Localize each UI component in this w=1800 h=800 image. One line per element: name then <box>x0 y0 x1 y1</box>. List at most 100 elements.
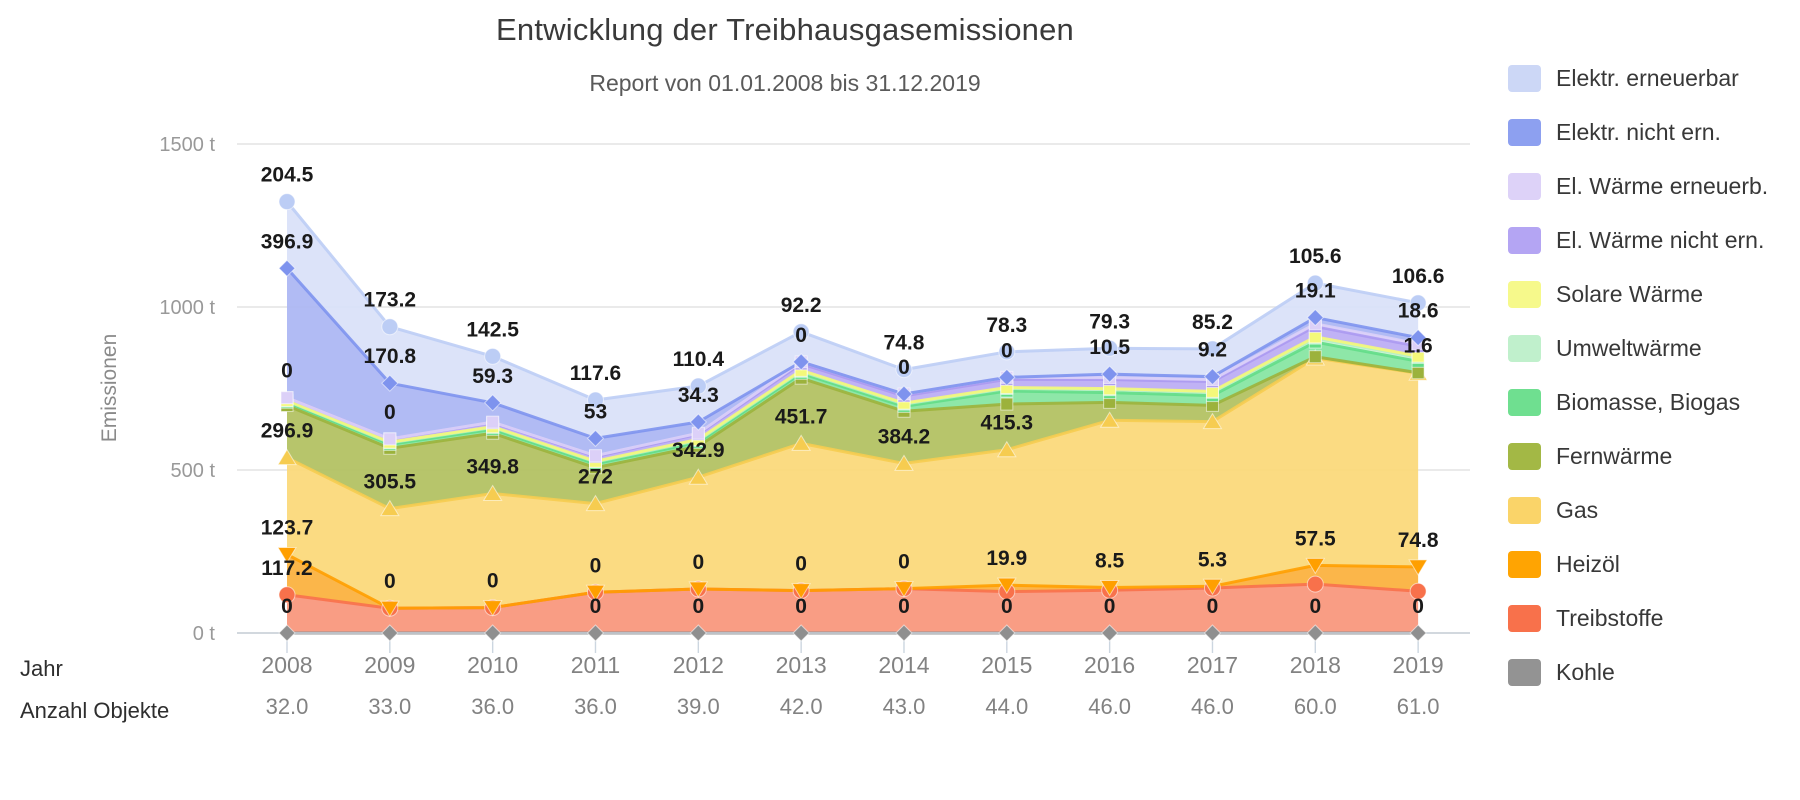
point-label-treibstoffe-2008: 117.2 <box>261 557 312 580</box>
chart-title: Entwicklung der Treibhausgasemissionen <box>496 12 1074 47</box>
marker-heizoel <box>996 577 1017 595</box>
legend-item-biomasse[interactable]: Biomasse, Biogas <box>1508 388 1768 416</box>
anzahl-objekte-value: 60.0 <box>1294 694 1337 719</box>
point-label-gas-2011: 272 <box>578 466 613 489</box>
point-label-elektr_e-2008: 204.5 <box>261 164 314 187</box>
anzahl-objekte-value: 46.0 <box>1191 694 1234 719</box>
x-tick-label-year: 2017 <box>1187 652 1238 678</box>
point-label-heizoel-2012: 0 <box>692 551 704 574</box>
x-tick-label-year: 2014 <box>878 652 929 678</box>
point-label-elektr_e-2017: 85.2 <box>1192 311 1233 334</box>
marker-heizoel <box>1305 557 1326 575</box>
point-label-kohle-2011: 0 <box>590 595 602 618</box>
point-label-heizoel-2010: 0 <box>487 570 499 593</box>
point-label-elektr_ne-2008: 396.9 <box>261 230 314 253</box>
anzahl-objekte-value: 44.0 <box>985 694 1028 719</box>
legend-item-solare[interactable]: Solare Wärme <box>1508 280 1768 308</box>
legend-item-kohle[interactable]: Kohle <box>1508 658 1768 686</box>
line-biomasse <box>286 340 1419 466</box>
marker-heizoel <box>688 581 709 598</box>
point-label-elektr_ne-2018: 19.1 <box>1295 280 1336 303</box>
point-label-heizoel-2017: 5.3 <box>1198 548 1227 571</box>
legend-item-elw_ne[interactable]: El. Wärme nicht ern. <box>1508 226 1768 254</box>
line-fernwaerme <box>286 355 1419 470</box>
x-tick-label-year: 2015 <box>981 652 1032 678</box>
marker-elw_e <box>588 449 602 463</box>
point-label-elektr_e-2018: 105.6 <box>1289 245 1342 268</box>
marker-kohle <box>381 624 399 642</box>
anzahl-objekte-value: 36.0 <box>471 694 514 719</box>
marker-elektr_ne <box>381 374 399 392</box>
anzahl-objekte-value: 42.0 <box>780 694 823 719</box>
legend-swatch-elektr_ne <box>1508 118 1541 146</box>
marker-elektr_e <box>998 343 1016 361</box>
point-label-gas-2012: 342.9 <box>672 439 725 462</box>
marker-kohle <box>792 624 810 642</box>
marker-elektr_e <box>689 377 707 395</box>
marker-gas <box>894 454 914 471</box>
legend-item-elektr_e[interactable]: Elektr. erneuerbar <box>1508 64 1768 92</box>
point-label-heizoel-2019: 74.8 <box>1398 529 1439 552</box>
marker-gas <box>1202 412 1223 430</box>
marker-gas <box>482 484 503 502</box>
y-axis-title: Emissionen <box>98 333 121 443</box>
marker-fernwaerme <box>1411 366 1425 380</box>
point-label-heizoel-2016: 8.5 <box>1095 550 1125 573</box>
marker-heizoel <box>379 600 400 618</box>
marker-elektr_ne <box>1203 367 1222 386</box>
point-label-kohle-2012: 0 <box>692 595 704 618</box>
marker-elw_e <box>383 432 397 446</box>
legend-label: El. Wärme erneuerb. <box>1556 172 1769 199</box>
area-biomasse <box>287 342 1419 468</box>
legend-item-umweltwaerme[interactable]: Umweltwärme <box>1508 334 1768 362</box>
legend-item-fernwaerme[interactable]: Fernwärme <box>1508 442 1768 470</box>
point-label-elektr_e-2009: 173.2 <box>364 289 417 312</box>
legend-item-elektr_ne[interactable]: Elektr. nicht ern. <box>1508 118 1768 146</box>
legend-item-treibstoffe[interactable]: Treibstoffe <box>1508 604 1768 632</box>
legend-swatch-elektr_e <box>1508 64 1541 92</box>
marker-elw_e <box>280 391 294 405</box>
point-label-heizoel-2015: 19.9 <box>986 547 1027 570</box>
marker-gas <box>1099 411 1120 428</box>
marker-heizoel <box>585 584 606 602</box>
legend-item-elw_e[interactable]: El. Wärme erneuerb. <box>1508 172 1768 200</box>
point-label-heizoel-2014: 0 <box>898 551 910 574</box>
marker-kohle <box>1203 624 1222 642</box>
legend-swatch-biomasse <box>1508 388 1541 416</box>
legend-label: Umweltwärme <box>1556 334 1702 361</box>
point-label-elektr_e-2016: 79.3 <box>1089 310 1130 333</box>
marker-elektr_ne <box>689 413 708 431</box>
marker-elektr_e <box>895 361 913 379</box>
point-label-gas-2014: 384.2 <box>878 425 931 448</box>
line-gas <box>286 356 1419 511</box>
point-label-kohle-2014: 0 <box>898 595 910 618</box>
marker-elektr_ne <box>792 353 810 371</box>
legend-label: Biomasse, Biogas <box>1556 388 1741 415</box>
x-tick-label-year: 2019 <box>1393 652 1444 678</box>
marker-fernwaerme <box>1308 350 1322 364</box>
anzahl-objekte-value: 46.0 <box>1088 694 1131 719</box>
legend-label: Elektr. erneuerbar <box>1556 64 1739 91</box>
point-label-kohle-2017: 0 <box>1207 595 1219 618</box>
marker-heizoel <box>1408 559 1429 576</box>
marker-elektr_ne <box>1306 308 1325 327</box>
x-tick-label-year: 2008 <box>261 652 312 678</box>
legend-swatch-kohle <box>1508 658 1541 686</box>
legend-label: Heizöl <box>1556 550 1620 577</box>
marker-heizoel <box>482 600 503 617</box>
legend-swatch-heizoel <box>1508 550 1541 578</box>
marker-elektr_e <box>1203 340 1221 358</box>
marker-elektr_ne <box>998 368 1016 387</box>
point-label-elektr_ne-2017: 9.2 <box>1198 339 1227 362</box>
marker-kohle <box>998 624 1016 642</box>
legend: Elektr. erneuerbar Elektr. nicht ern. El. … <box>1508 64 1768 686</box>
legend-label: Treibstoffe <box>1556 604 1664 631</box>
legend-swatch-solare <box>1508 280 1541 308</box>
legend-item-gas[interactable]: Gas <box>1508 496 1768 524</box>
marker-kohle <box>278 624 296 642</box>
legend-swatch-elw_e <box>1508 172 1541 200</box>
legend-item-heizoel[interactable]: Heizöl <box>1508 550 1768 578</box>
point-label-elektr_e-2019: 106.6 <box>1392 265 1445 288</box>
point-label-elektr_ne-2010: 59.3 <box>472 365 513 388</box>
